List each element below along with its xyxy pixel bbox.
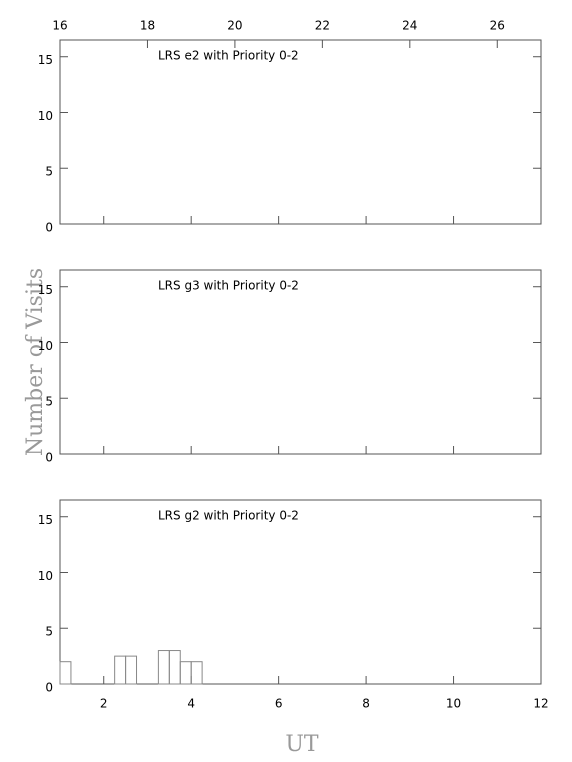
- x-tick-label: 6: [275, 697, 283, 711]
- histogram-bar: [125, 655, 138, 685]
- x-tick-label: 4: [187, 697, 195, 711]
- x2-tick-label: 16: [52, 19, 67, 33]
- y-tick-label: 15: [38, 283, 53, 297]
- histogram-bar: [179, 661, 192, 685]
- plot-frame: [59, 39, 542, 225]
- y-tick-label: 5: [45, 395, 53, 409]
- x2-tick-label: 24: [402, 19, 417, 33]
- x2-tick-label: 18: [140, 19, 155, 33]
- x2-tick-label: 20: [227, 19, 242, 33]
- histogram-bar: [114, 655, 127, 685]
- y-tick-label: 0: [45, 221, 53, 235]
- x2-tick-label: 22: [315, 19, 330, 33]
- x-tick-label: 2: [100, 697, 108, 711]
- y-axis-label: Number of Visits: [23, 268, 48, 456]
- histogram-bar: [157, 650, 170, 685]
- x-tick-label: 8: [362, 697, 370, 711]
- panel-title: LRS g3 with Priority 0-2: [158, 279, 299, 293]
- panel-title: LRS e2 with Priority 0-2: [158, 49, 299, 63]
- plot-frame: [59, 269, 542, 455]
- x-tick-label: 12: [533, 697, 548, 711]
- y-tick-label: 10: [38, 569, 53, 583]
- histogram-bar: [190, 661, 203, 685]
- y-tick-label: 10: [38, 109, 53, 123]
- x-axis-label: UT: [285, 732, 319, 757]
- y-tick-label: 0: [45, 681, 53, 695]
- y-tick-label: 10: [38, 339, 53, 353]
- histogram-bar: [168, 650, 181, 685]
- y-tick-label: 15: [38, 53, 53, 67]
- y-tick-label: 15: [38, 513, 53, 527]
- y-tick-label: 5: [45, 625, 53, 639]
- plot-frame: [59, 499, 542, 685]
- y-tick-label: 0: [45, 451, 53, 465]
- x-tick-label: 10: [446, 697, 461, 711]
- y-tick-label: 5: [45, 165, 53, 179]
- panel-title: LRS g2 with Priority 0-2: [158, 509, 299, 523]
- histogram-bar: [59, 661, 72, 685]
- x2-tick-label: 26: [490, 19, 505, 33]
